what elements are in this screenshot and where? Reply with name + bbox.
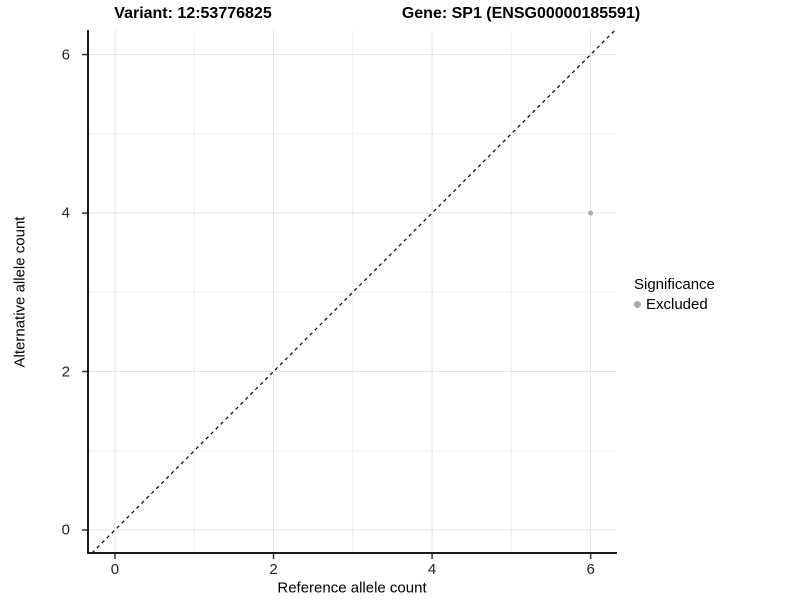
identity-line	[91, 30, 616, 554]
x-tick-label: 4	[427, 561, 437, 578]
x-tick-label: 0	[110, 561, 120, 578]
plot-title-gene: Gene: SP1 (ENSG00000185591)	[401, 5, 641, 22]
legend-item-excluded: Excluded	[634, 295, 715, 314]
y-tick-label: 6	[61, 46, 70, 64]
x-tick-label: 2	[269, 561, 278, 578]
plot-panel-canvas	[82, 30, 617, 559]
y-tick-label: 4	[61, 204, 70, 222]
y-tick-label: 2	[61, 363, 70, 381]
data-point	[588, 210, 594, 216]
legend-point-icon	[634, 301, 641, 308]
x-tick-label: 6	[586, 561, 595, 578]
legend-item-label: Excluded	[646, 296, 708, 313]
legend: Significance Excluded	[634, 275, 715, 314]
y-axis-title: Alternative allele count	[11, 216, 29, 368]
plot-title-variant: Variant: 12:53776825	[114, 5, 272, 22]
x-axis-title: Reference allele count	[277, 579, 427, 597]
y-tick-label: 0	[61, 521, 70, 539]
legend-title: Significance	[634, 276, 715, 293]
